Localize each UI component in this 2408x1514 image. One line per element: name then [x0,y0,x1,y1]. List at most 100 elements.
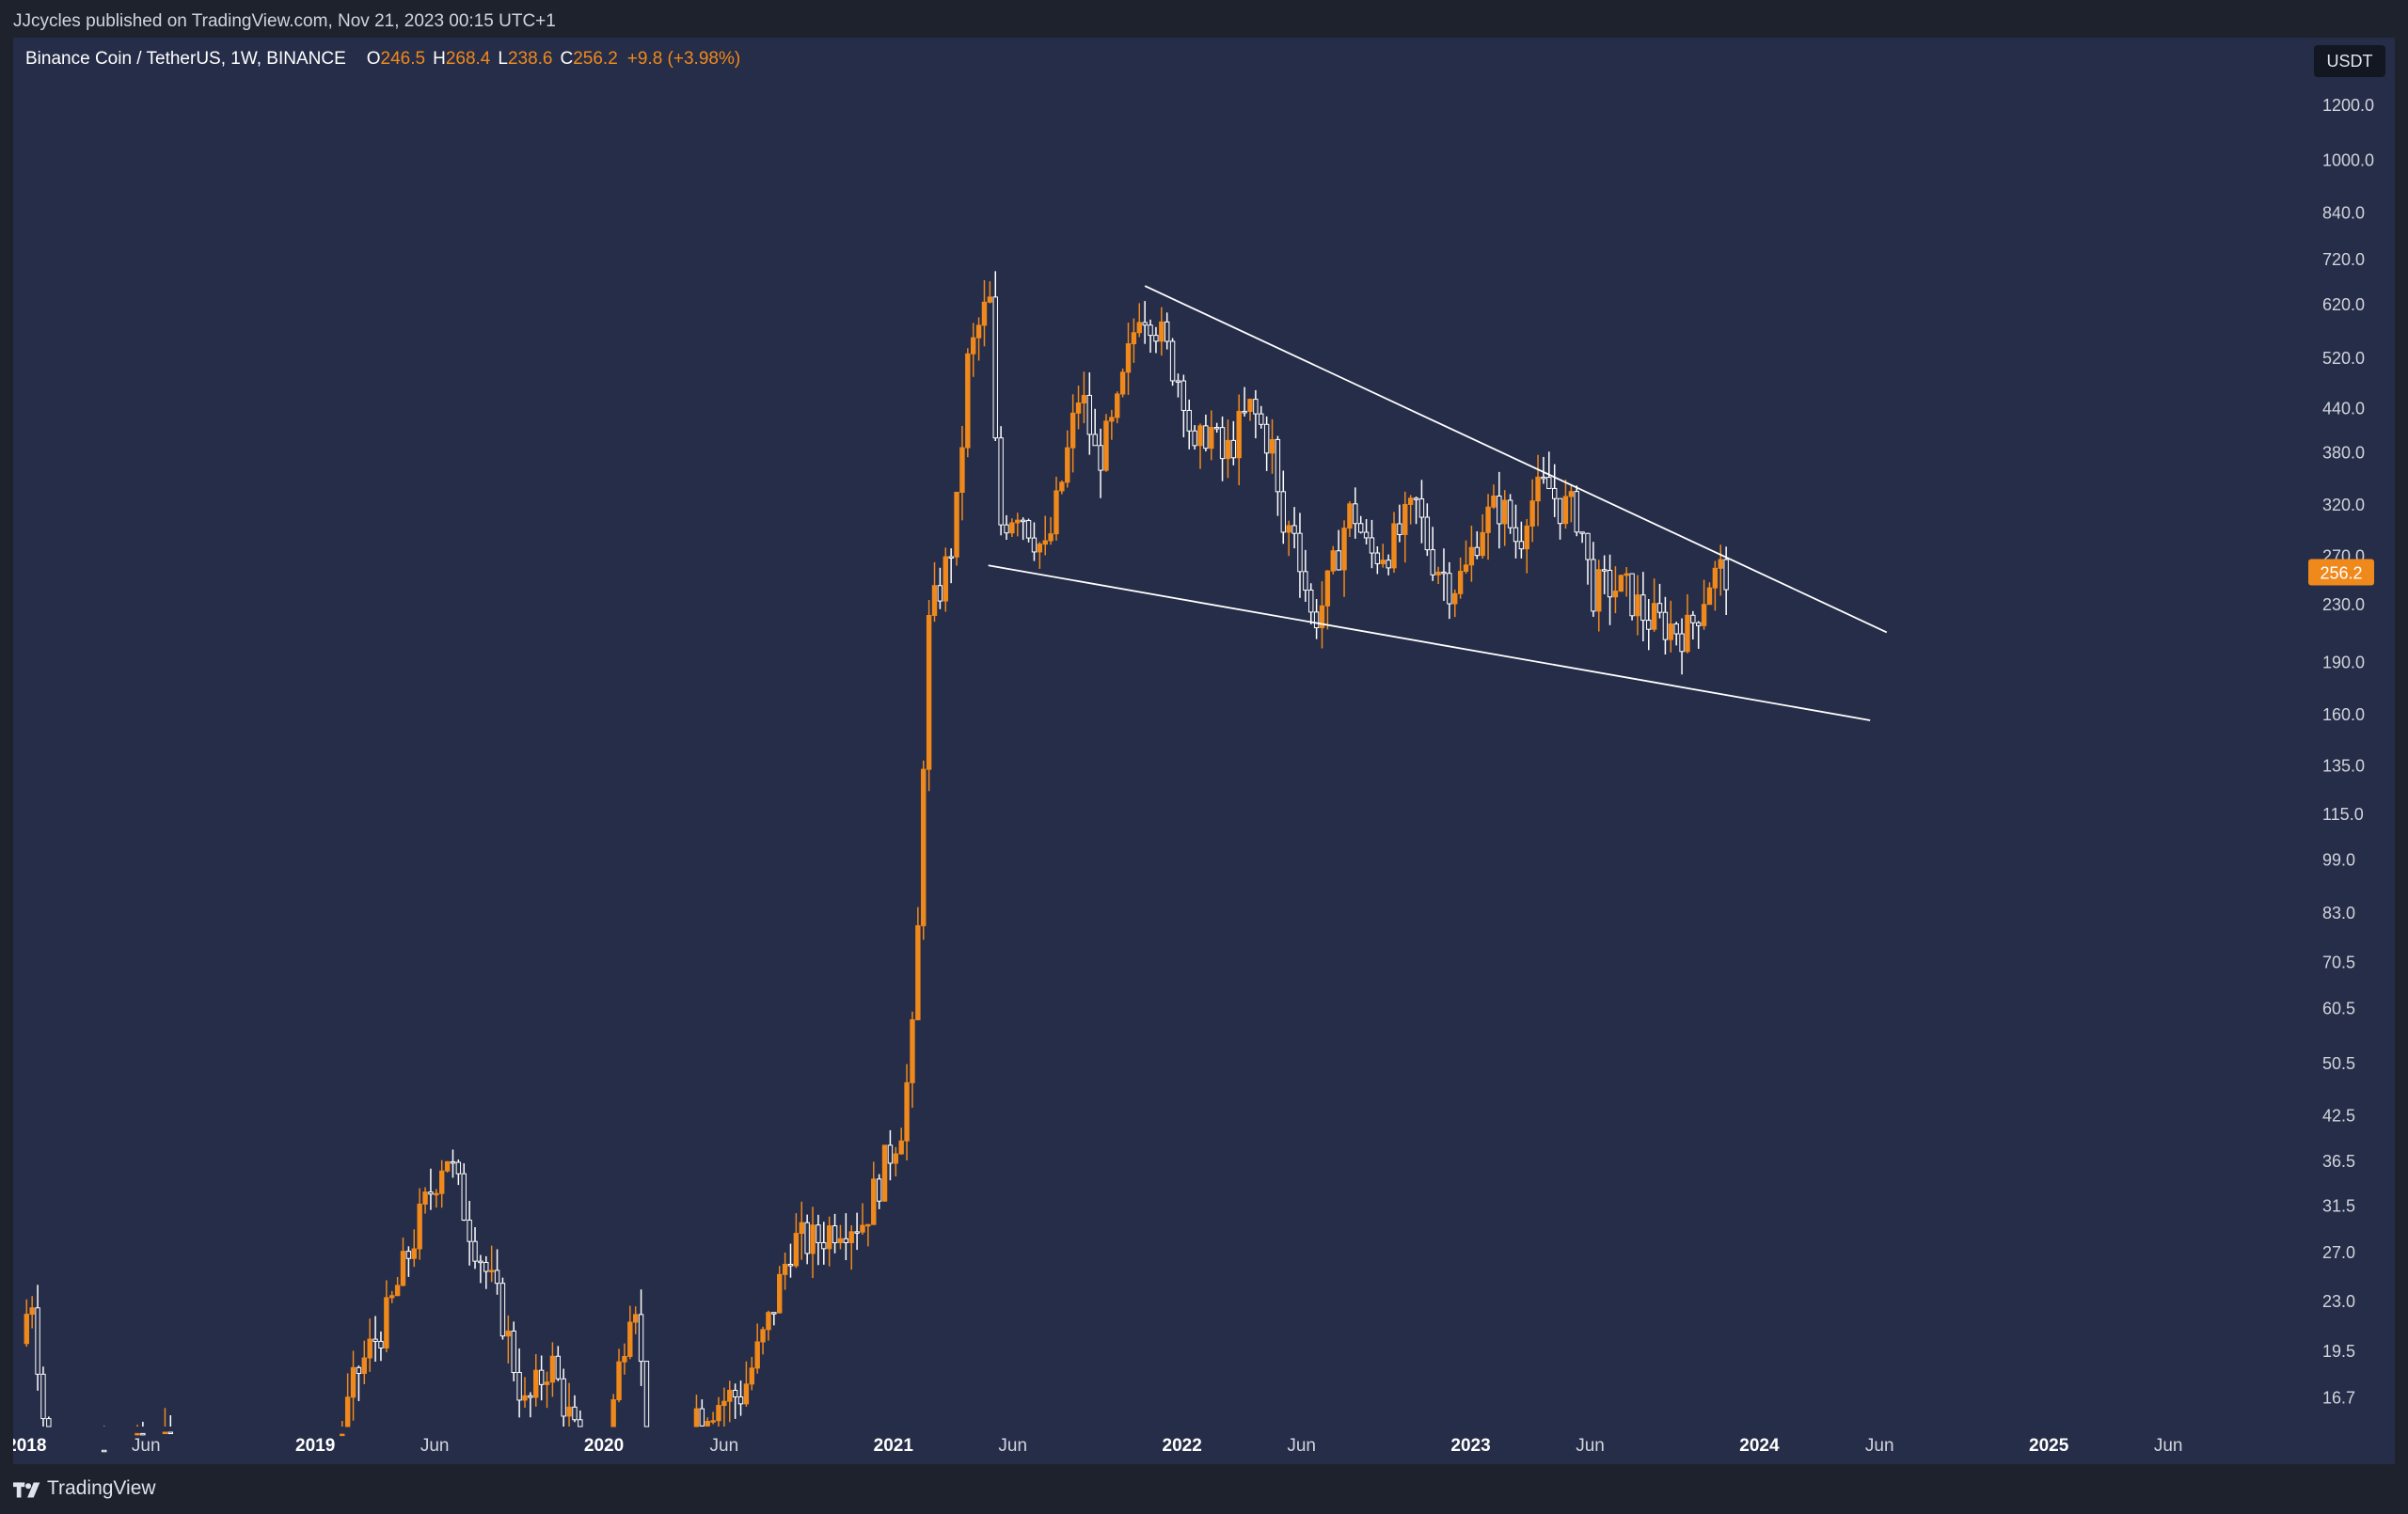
candle-down [638,1314,644,1363]
y-tick-label: 1200.0 [2322,96,2374,115]
low-value: 238.6 [507,49,553,69]
candle-up [1065,447,1070,483]
y-tick-label: 42.5 [2322,1106,2355,1125]
candle-up [1125,343,1132,373]
x-tick-label: 2019 [295,1436,335,1456]
candle-down [1430,549,1435,576]
candle-up [632,1314,639,1323]
candle-down [821,1242,827,1250]
candle-down [643,1361,650,1427]
candle-down [378,1340,384,1348]
candle-up [743,1383,750,1405]
candle-down [555,1355,562,1380]
candle-up [1685,614,1690,653]
candle-up [1380,560,1386,564]
candle-up [1209,426,1214,449]
candle-up [1718,559,1723,569]
chart-area[interactable]: 1400.01200.01000.0840.0720.0620.0520.044… [13,38,2395,1464]
y-tick-label: 50.5 [2322,1054,2355,1073]
candle-up [881,1144,888,1202]
candle-down [472,1240,478,1262]
tradingview-brand[interactable]: TradingView [47,1477,156,1499]
candle-up [1468,546,1475,566]
low-label: L [498,49,508,69]
candle-down [1004,524,1009,534]
candle-up [344,1396,351,1427]
candle-down [854,1231,860,1234]
footer: TradingView [0,1464,2408,1514]
trendline [988,564,1871,721]
candle-up [705,1421,710,1427]
candle-down [467,1219,472,1242]
candle-up [616,1361,622,1401]
y-tick-label: 620.0 [2322,295,2365,314]
candle-up [987,296,993,303]
candle-up [848,1231,854,1243]
tradingview-logo-icon[interactable] [13,1479,45,1500]
candle-up [566,1406,572,1417]
candle-up [1069,412,1076,449]
candle-up [1136,322,1142,334]
candle-down [1263,423,1270,454]
candle-down [1447,573,1452,605]
candle-down [699,1408,705,1427]
candle-up [1457,571,1464,594]
candles [24,271,1729,1453]
candle-up [1618,575,1624,592]
x-tick-label: Jun [420,1436,450,1456]
close-value: 256.2 [573,49,618,69]
candle-up [340,1433,345,1437]
x-tick-label: Jun [710,1436,739,1456]
candle-down [1696,622,1702,626]
candle-down [1656,603,1663,613]
chart-canvas[interactable]: 1400.01200.01000.0840.0720.0620.0520.044… [13,38,2395,1464]
candle-up [1624,573,1629,576]
candle-down [948,556,954,560]
candle-up [1402,503,1408,535]
y-tick-label: 320.0 [2322,496,2365,514]
candle-up [1435,571,1441,576]
symbol-name[interactable]: Binance Coin / TetherUS, 1W, BINANCE [25,49,346,69]
candle-down [1020,519,1026,523]
high-value: 268.4 [445,49,491,69]
candle-down [167,1431,174,1435]
candle-up [610,1399,616,1427]
candle-down [1308,590,1314,613]
candle-down [732,1389,738,1397]
candle-down [538,1369,545,1385]
candle-down [101,1449,107,1453]
candle-down [1213,426,1220,430]
candle-down [1259,413,1264,425]
candle-up [954,492,959,558]
candle-down [1092,434,1098,447]
candle-down [1424,516,1431,551]
y-tick-label: 31.5 [2322,1197,2355,1216]
candle-up [766,1312,771,1331]
candle-down [1280,491,1286,533]
candle-down [1474,546,1480,557]
candle-up [1009,522,1015,534]
candle-up [931,585,938,616]
candle-down [1253,399,1259,415]
candle-down [1386,560,1391,569]
candle-up [793,1233,800,1267]
candle-up [434,1192,439,1196]
candle-down [1629,573,1635,617]
candle-up [898,1140,904,1155]
candle-down [1679,633,1685,653]
y-tick-label: 230.0 [2322,595,2365,614]
candle-down [1551,487,1558,499]
candle-down [1497,495,1502,525]
candle-down [832,1225,838,1244]
candle-down [578,1419,583,1427]
candle-down [1363,531,1370,539]
candle-down [1031,537,1038,553]
x-tick-label: 2021 [874,1436,914,1456]
y-tick-label: 190.0 [2322,654,2365,672]
x-tick-label: Jun [1576,1436,1605,1456]
candle-down [450,1160,456,1164]
candle-down [499,1283,506,1337]
candle-down [528,1395,533,1398]
currency-button[interactable]: USDT [2314,45,2385,77]
close-label: C [560,49,574,69]
